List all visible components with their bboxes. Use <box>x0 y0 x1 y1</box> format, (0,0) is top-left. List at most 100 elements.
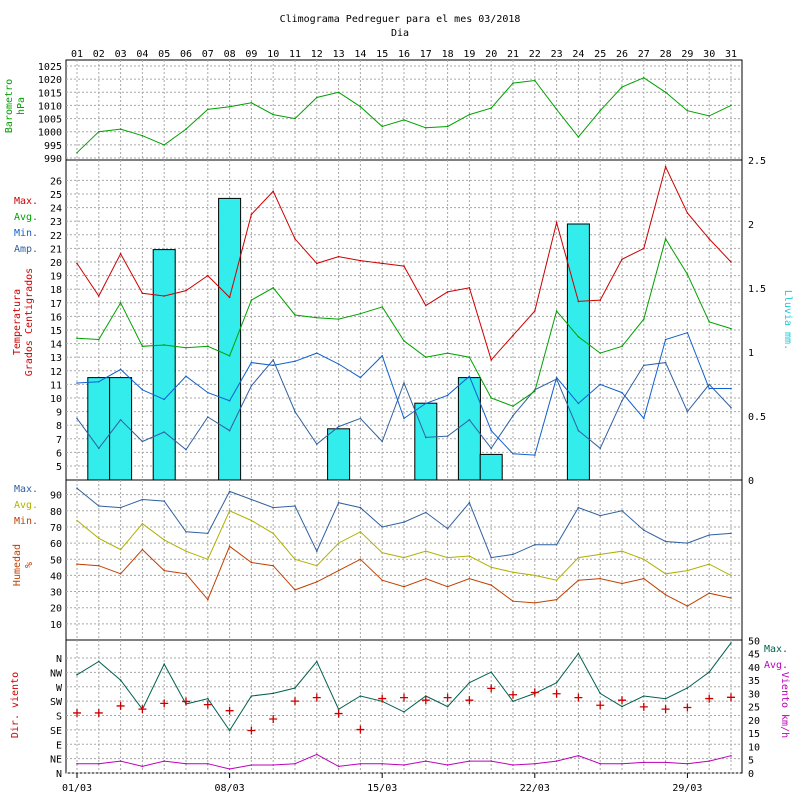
wind-avg-point <box>403 764 405 766</box>
hum-min-point <box>141 548 144 551</box>
wind-direction-marker <box>203 700 212 709</box>
barometer-point <box>76 151 78 154</box>
barometer-point <box>316 96 318 99</box>
barometer-point <box>141 134 144 137</box>
temp-amp-point <box>250 384 253 387</box>
temperature-ylabel: Temperatura <box>12 289 23 355</box>
barometer-point <box>228 105 231 108</box>
temp-min-point <box>76 382 78 384</box>
temp-max-point <box>163 295 165 297</box>
temp-max-point <box>555 221 558 224</box>
day-tick-label: 22 <box>529 49 541 60</box>
day-tick-label: 27 <box>638 49 650 60</box>
wind-avg-point <box>686 762 689 765</box>
hum-max-point <box>163 500 165 502</box>
temp-avg-point <box>425 356 427 359</box>
wind-avg-point <box>272 764 275 766</box>
wind-max-point <box>316 660 318 663</box>
temp-min-point <box>316 352 318 354</box>
temp-max-point <box>686 212 689 214</box>
wind-dir-tick-label: N <box>56 654 62 665</box>
humidity-tick-label: 90 <box>50 491 62 502</box>
hum-min-point <box>337 569 340 572</box>
day-tick-label: 08 <box>224 49 236 60</box>
day-tick-label: 15 <box>376 49 388 60</box>
wind-max-point <box>272 692 275 695</box>
barometer-tick-label: 1025 <box>38 62 62 73</box>
wind-dir-ylabel: Dir. viento <box>10 672 21 738</box>
barometer-point <box>643 77 645 79</box>
hum-min-point <box>381 579 384 582</box>
rain-tick-label: 2 <box>748 220 754 231</box>
date-ticks-bottom: 01/03 08/03 15/03 22/03 29/03 <box>62 773 702 794</box>
wind-avg-point <box>185 762 187 765</box>
wind-direction-marker <box>269 715 278 724</box>
barometer-point <box>730 104 732 107</box>
wind-direction-marker <box>509 690 517 699</box>
day-tick-label: 17 <box>420 49 432 60</box>
rain-bar <box>218 197 242 481</box>
barometer-point <box>294 117 296 120</box>
humidity-tick-label: 30 <box>50 588 62 599</box>
temp-avg-point <box>621 345 623 348</box>
temp-amp-point <box>403 382 405 384</box>
temperature-unit: Grados Centigrados <box>24 268 35 376</box>
temp-max-point <box>359 259 362 262</box>
humidity-tick-label: 40 <box>50 571 62 582</box>
wind-avg-point <box>76 762 78 765</box>
day-tick-label: 01 <box>71 49 83 60</box>
day-tick-label: 28 <box>660 49 672 60</box>
hum-max-point <box>316 550 318 552</box>
temp-min-point <box>207 391 209 394</box>
wind-avg-point <box>141 765 144 768</box>
hum-min-point <box>555 598 558 601</box>
temp-min-point <box>337 363 340 365</box>
temp-max-point <box>272 190 275 193</box>
hum-min-point <box>643 577 645 580</box>
date-tick-label: 08/03 <box>215 783 245 794</box>
wind-dir-tick-label: SW <box>50 697 63 708</box>
temperature-tick-label: 16 <box>50 312 62 323</box>
temp-avg-point <box>730 327 732 330</box>
wind-avg-point <box>207 762 209 765</box>
temp-min-point <box>599 383 601 386</box>
day-tick-label: 19 <box>463 49 475 60</box>
wind-max-point <box>163 663 165 665</box>
temp-amp-point <box>359 417 362 420</box>
wind-max-point <box>621 705 623 708</box>
temp-avg-point <box>76 337 78 339</box>
temp-amp-point <box>272 359 275 361</box>
barometer-point <box>272 113 275 116</box>
hum-min-point <box>490 584 493 586</box>
temperature-tick-label: 26 <box>50 176 62 187</box>
wind-avg-point <box>228 768 231 770</box>
temp-min-point <box>185 375 187 378</box>
wind-speed-tick-label: 20 <box>748 716 760 727</box>
hum-avg-point <box>337 542 340 544</box>
barometer-point <box>599 109 601 112</box>
temp-amp-point <box>577 429 580 432</box>
temp-amp-point <box>468 418 471 421</box>
wind-speed-tick-label: 10 <box>748 742 760 753</box>
wind-direction-marker <box>94 708 103 717</box>
temperature-tick-label: 25 <box>50 190 62 201</box>
temp-max-point <box>512 334 514 337</box>
wind-avg-point <box>577 754 580 757</box>
hum-avg-point <box>185 550 187 552</box>
hum-max-point <box>534 543 536 546</box>
temp-min-point <box>643 417 645 420</box>
wind-direction-marker <box>378 694 387 703</box>
wind-speed-tick-label: 35 <box>748 676 760 687</box>
rain-bar <box>457 377 481 481</box>
hum-max-point <box>207 532 209 535</box>
temp-max-point <box>425 304 427 307</box>
humidity-tick-label: 80 <box>50 507 62 518</box>
wind-direction-marker <box>334 709 343 718</box>
hum-min-point <box>708 592 710 594</box>
wind-direction-marker <box>487 684 496 693</box>
temp-avg-point <box>403 340 405 342</box>
temp-min-point <box>381 355 384 357</box>
wind-direction-marker <box>138 705 147 714</box>
barometer-point <box>337 91 340 94</box>
humidity-tick-label: 60 <box>50 539 62 550</box>
